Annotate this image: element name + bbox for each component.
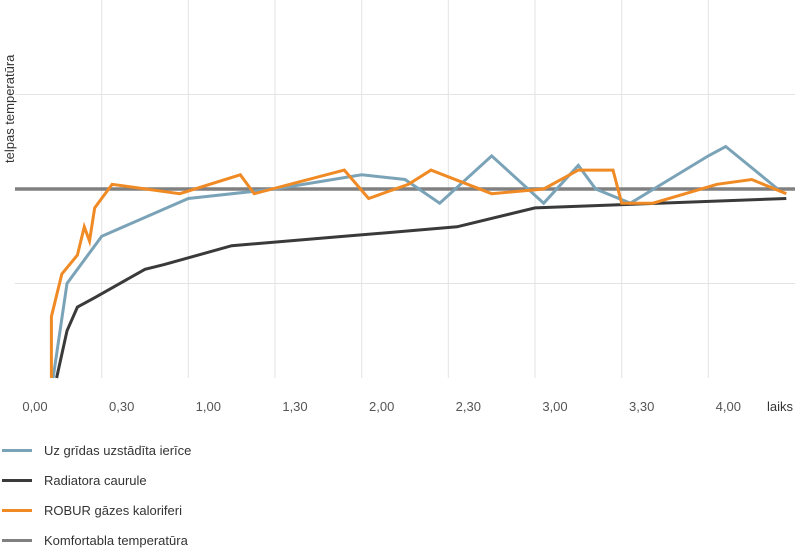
x-tick-label: 2,30 [456, 399, 481, 414]
legend-label: Komfortabla temperatūra [44, 532, 188, 548]
legend-item: Radiatora caurule [0, 470, 147, 490]
legend-item: ROBUR gāzes kaloriferi [0, 500, 182, 520]
legend-swatch [2, 448, 32, 452]
x-tick-label: 4,00 [716, 399, 741, 414]
x-tick-label: 0,30 [109, 399, 134, 414]
legend-label: ROBUR gāzes kaloriferi [44, 502, 182, 518]
y-axis-label: telpas temperatūra [2, 54, 17, 163]
x-axis-label: laiks [767, 399, 794, 414]
x-tick-label: 0,00 [22, 399, 47, 414]
x-tick-label: 2,00 [369, 399, 394, 414]
series-line-2 [55, 197, 787, 379]
x-tick-label: 3,30 [629, 399, 654, 414]
series-layer [15, 144, 795, 379]
series-line-1 [51, 144, 779, 379]
legend-label: Radiatora caurule [44, 472, 147, 488]
x-tick-label: 1,00 [196, 399, 221, 414]
line-chart: 0,00 0,30 1,00 1,30 2,00 2,30 3,00 3,30 4,00 lai… [2, 0, 795, 414]
x-tick-label: 3,00 [542, 399, 567, 414]
series-line-3 [49, 168, 787, 378]
x-tick-labels: 0,00 0,30 1,00 1,30 2,00 2,30 3,00 3,30 4,00 [22, 399, 741, 414]
x-tick-label: 1,30 [282, 399, 307, 414]
legend-swatch [2, 538, 32, 542]
legend-item: Komfortabla temperatūra [0, 530, 188, 550]
legend-swatch [2, 478, 32, 482]
legend-item: Uz grīdas uzstādīta ierīce [0, 440, 191, 460]
legend-swatch [2, 508, 32, 512]
legend-label: Uz grīdas uzstādīta ierīce [44, 442, 192, 458]
